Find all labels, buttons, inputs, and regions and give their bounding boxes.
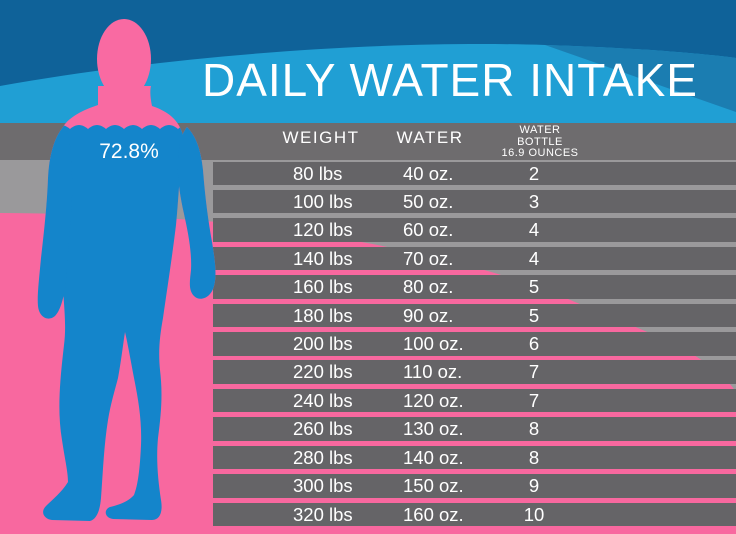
column-header-water: WATER bbox=[396, 128, 464, 147]
water-cell: 140 oz. bbox=[403, 446, 464, 468]
medium-blue-wedge bbox=[545, 45, 736, 112]
bottles-cell: 3 bbox=[528, 190, 540, 212]
bottles-cell: 5 bbox=[528, 304, 540, 326]
bottles-cell: 6 bbox=[528, 333, 540, 355]
table-row: 320 lbs 160 oz. 10 bbox=[213, 502, 736, 527]
table-row: 220 lbs 110 oz. 7 bbox=[213, 360, 736, 384]
water-cell: 60 oz. bbox=[403, 219, 454, 241]
column-header-weight: WEIGHT bbox=[282, 128, 360, 147]
water-cell: 40 oz. bbox=[403, 162, 454, 184]
weight-cell: 200 lbs bbox=[293, 333, 353, 355]
bottles-cell: 7 bbox=[528, 389, 540, 411]
weight-cell: 240 lbs bbox=[293, 389, 353, 411]
weight-cell: 180 lbs bbox=[293, 304, 353, 326]
weight-cell: 280 lbs bbox=[293, 446, 353, 468]
weight-cell: 300 lbs bbox=[293, 475, 353, 497]
bottles-cell: 4 bbox=[528, 247, 540, 269]
table-row: 140 lbs 70 oz. 4 bbox=[213, 246, 736, 271]
bottles-cell: 7 bbox=[528, 361, 540, 383]
bottles-cell: 2 bbox=[528, 162, 540, 184]
column-header-bottle-line2: 16.9 OUNCES bbox=[501, 147, 579, 159]
water-cell: 70 oz. bbox=[403, 247, 454, 269]
weight-cell: 260 lbs bbox=[293, 418, 353, 440]
weight-cell: 160 lbs bbox=[293, 276, 353, 298]
water-cell: 90 oz. bbox=[403, 304, 454, 326]
table-row: 260 lbs 130 oz. 8 bbox=[213, 417, 736, 441]
column-header-bottle-line1: WATER BOTTLE bbox=[517, 124, 563, 148]
bottles-cell: 5 bbox=[528, 276, 540, 298]
weight-cell: 220 lbs bbox=[293, 361, 353, 383]
weight-cell: 100 lbs bbox=[293, 190, 353, 212]
bottles-cell: 10 bbox=[523, 503, 545, 525]
bottles-cell: 8 bbox=[528, 418, 540, 440]
bottles-cell: 8 bbox=[528, 446, 540, 468]
page-title: DAILY WATER INTAKE bbox=[202, 53, 698, 106]
weight-cell: 140 lbs bbox=[293, 247, 353, 269]
water-cell: 130 oz. bbox=[403, 418, 464, 440]
water-cell: 120 oz. bbox=[403, 389, 464, 411]
weight-cell: 80 lbs bbox=[293, 162, 343, 184]
water-cell: 100 oz. bbox=[403, 333, 464, 355]
table-row: 280 lbs 140 oz. 8 bbox=[213, 445, 736, 470]
bottles-cell: 4 bbox=[528, 219, 540, 241]
bottles-cell: 9 bbox=[528, 475, 540, 497]
table-row: 160 lbs 80 oz. 5 bbox=[213, 275, 736, 299]
water-cell: 80 oz. bbox=[403, 276, 454, 298]
table-row: 300 lbs 150 oz. 9 bbox=[213, 474, 736, 498]
weight-cell: 320 lbs bbox=[293, 503, 353, 525]
table-row: 200 lbs 100 oz. 6 bbox=[213, 332, 736, 356]
water-cell: 150 oz. bbox=[403, 475, 464, 497]
water-cell: 160 oz. bbox=[403, 503, 464, 525]
table-row: 240 lbs 120 oz. 7 bbox=[213, 388, 736, 413]
table-row: 180 lbs 90 oz. 5 bbox=[213, 303, 736, 328]
table-row: 100 lbs 50 oz. 3 bbox=[213, 189, 736, 214]
table-row: 120 lbs 60 oz. 4 bbox=[213, 218, 736, 242]
weight-cell: 120 lbs bbox=[293, 219, 353, 241]
water-cell: 110 oz. bbox=[403, 361, 463, 383]
table-row: 80 lbs 40 oz. 2 bbox=[213, 161, 736, 185]
water-cell: 50 oz. bbox=[403, 190, 454, 212]
column-header-water-bottle: WATER BOTTLE 16.9 OUNCES bbox=[495, 124, 585, 160]
